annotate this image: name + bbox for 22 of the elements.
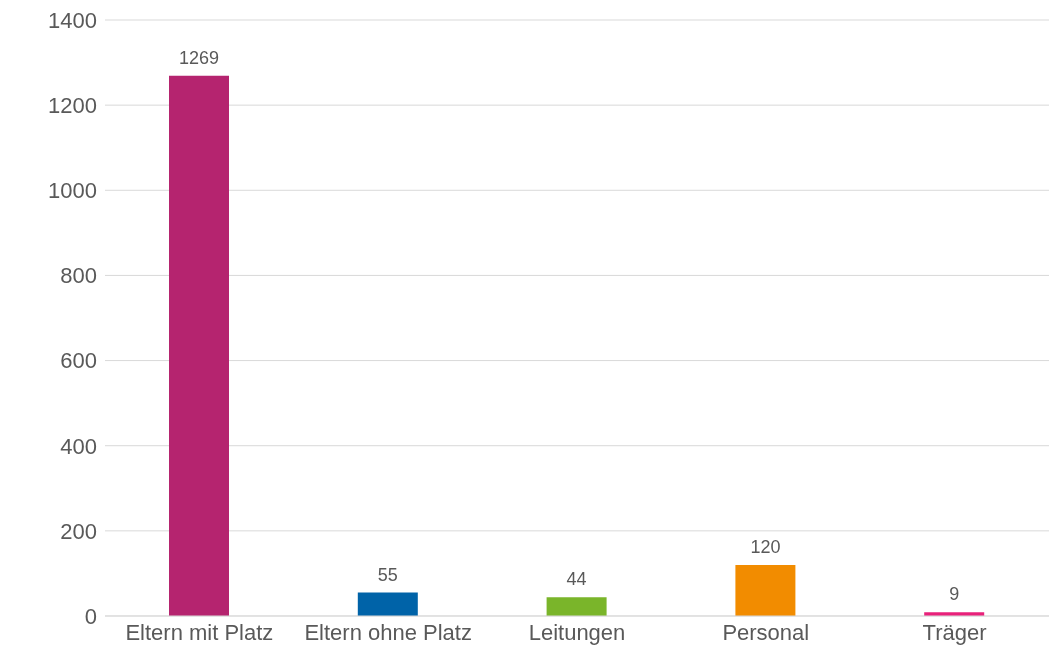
y-tick-label: 600 [60,348,97,374]
y-tick-label: 200 [60,518,97,544]
bar [357,592,418,616]
y-tick-label: 0 [84,603,97,629]
bar [546,597,607,616]
y-tick-label: 800 [60,263,97,289]
y-tick-label: 1000 [48,178,97,204]
x-tick-label: Eltern ohne Platz [304,619,472,645]
x-tick-label: Personal [722,619,810,645]
data-label: 1269 [178,47,220,68]
y-tick-label: 1400 [48,7,97,33]
data-label: 44 [566,569,587,590]
data-label: 55 [377,564,398,585]
x-tick-label: Eltern mit Platz [125,619,274,645]
data-label: 120 [750,536,781,557]
bar [735,564,796,616]
x-tick-label: Träger [922,619,987,645]
x-tick-label: Leitungen [528,619,626,645]
bar [169,75,229,616]
y-tick-label: 1200 [48,92,97,118]
data-label: 9 [949,584,960,605]
y-tick-label: 400 [60,433,97,459]
